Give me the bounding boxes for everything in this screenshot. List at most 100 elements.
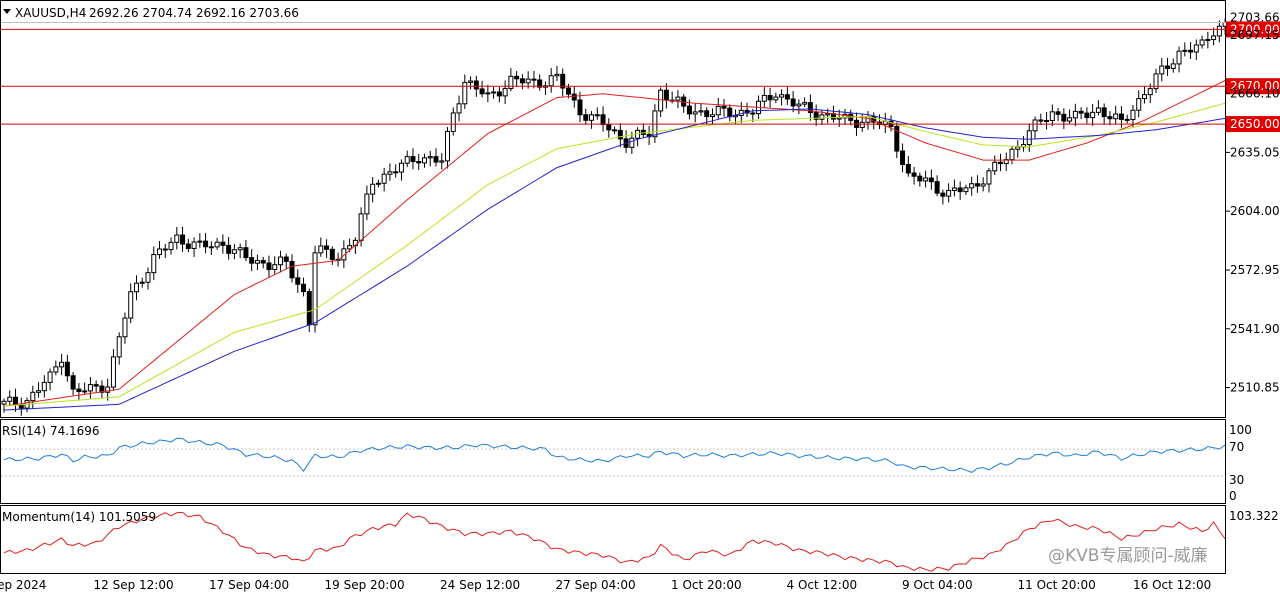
candle-body: [174, 234, 180, 243]
rsi-plot[interactable]: [1, 437, 1226, 477]
candle-body: [1136, 98, 1142, 111]
candle-body: [157, 248, 163, 256]
time-tick-label: 9 Sep 2024: [0, 578, 46, 592]
candle-body: [99, 385, 105, 393]
time-tick-label: 19 Sep 20:00: [325, 578, 405, 592]
candle-body: [266, 262, 272, 271]
candle-body: [1118, 113, 1124, 120]
momentum-plot[interactable]: [3, 511, 1226, 572]
candle-body: [13, 396, 19, 406]
candle-body: [658, 89, 664, 112]
candle-body: [191, 241, 197, 249]
candle-body: [180, 234, 186, 245]
candle-body: [1, 400, 7, 405]
candle-body: [329, 248, 335, 260]
level-price-tag: [1226, 116, 1280, 133]
candle-body: [784, 94, 790, 100]
level-price-tag: [1226, 78, 1280, 95]
candle-body: [7, 396, 13, 402]
candle-body: [1211, 35, 1217, 41]
candle-body: [53, 366, 59, 373]
candle-body: [237, 247, 243, 251]
candle-body: [825, 113, 831, 116]
moving-average-blue: [3, 108, 1226, 411]
candle-body: [450, 112, 456, 132]
time-tick-label: 17 Sep 04:00: [209, 578, 289, 592]
time-tick-label: 24 Sep 12:00: [440, 578, 520, 592]
candle-body: [577, 99, 583, 116]
candle-body: [790, 98, 796, 107]
candle-body: [819, 114, 825, 120]
candle-body: [548, 75, 554, 87]
price-axis: 2700.00 2670.00 2650.00 2703.66 2510.85 2541.…: [1226, 10, 1280, 395]
momentum-title: Momentum(14) 101.5059: [2, 510, 156, 524]
candle-body: [289, 260, 295, 279]
candle-body: [1009, 148, 1015, 161]
candle-body: [162, 248, 168, 251]
candle-body: [963, 187, 969, 193]
candle-body: [445, 130, 451, 162]
level-price-label: 2670.00: [1230, 79, 1280, 93]
rsi-tick-100: 100: [1229, 423, 1252, 437]
candle-body: [709, 114, 715, 118]
collapse-triangle-icon[interactable]: [3, 9, 11, 14]
candle-body: [312, 252, 318, 326]
candle-body: [629, 137, 635, 148]
candle-body: [393, 171, 399, 174]
candle-body: [1130, 109, 1136, 120]
candle-body: [502, 87, 508, 97]
candle-body: [1084, 112, 1090, 119]
candle-body: [836, 117, 842, 120]
candle-body: [283, 256, 289, 262]
price-tick-label: 2666.10: [1230, 87, 1280, 101]
time-tick-label: 9 Oct 04:00: [902, 578, 973, 592]
candle-body: [324, 245, 330, 250]
candle-body: [59, 361, 65, 368]
candle-body: [779, 94, 785, 98]
candle-body: [203, 240, 209, 248]
candle-body: [1188, 49, 1194, 53]
price-tick-label: 2697.15: [1230, 28, 1280, 42]
candle-body: [917, 175, 923, 182]
momentum-line: [3, 511, 1226, 572]
candle-body: [30, 391, 36, 402]
watermark: @KVB专属顾问-威廉: [1048, 546, 1208, 566]
candle-body: [1061, 113, 1067, 122]
candle-body: [133, 282, 139, 293]
candle-body: [93, 384, 99, 387]
candle-body: [226, 244, 232, 254]
candle-body: [721, 105, 727, 109]
candle-body: [617, 129, 623, 140]
time-tick-label: 11 Oct 20:00: [1018, 578, 1096, 592]
candle-body: [1141, 94, 1147, 100]
candle-body: [110, 356, 116, 388]
rsi-title: RSI(14) 74.1696: [2, 424, 100, 438]
candle-body: [900, 150, 906, 165]
moving-average-yellowgreen: [3, 102, 1226, 407]
candle-body: [1072, 110, 1078, 119]
candle-body: [1124, 118, 1130, 121]
candle-body: [894, 125, 900, 152]
candle-body: [318, 245, 324, 254]
price-tick-label: 2572.95: [1230, 263, 1280, 277]
candle-body: [76, 388, 82, 393]
candle-body: [635, 129, 641, 139]
candle-body: [47, 371, 53, 383]
price-plot[interactable]: [1, 18, 1228, 416]
candle-body: [468, 80, 474, 83]
time-tick-label: 4 Oct 12:00: [787, 578, 858, 592]
candle-body: [1107, 116, 1113, 120]
candle-body: [64, 361, 70, 377]
candle-body: [82, 390, 88, 393]
candle-body: [1095, 107, 1101, 113]
candle-body: [479, 88, 485, 95]
candle-body: [1182, 49, 1188, 52]
candle-body: [715, 105, 721, 116]
candle-body: [531, 78, 537, 81]
candle-body: [473, 80, 479, 90]
candle-body: [934, 181, 940, 194]
price-tick-label: 2635.05: [1230, 145, 1280, 159]
candle-body: [606, 124, 612, 131]
rsi-line: [3, 437, 1226, 473]
